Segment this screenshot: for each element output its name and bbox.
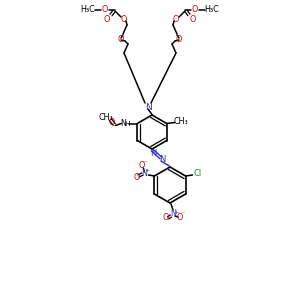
- Text: O: O: [173, 14, 179, 23]
- Text: CH₃: CH₃: [99, 113, 114, 122]
- Text: O: O: [138, 161, 145, 170]
- Text: O: O: [102, 5, 108, 14]
- Text: O: O: [121, 14, 127, 23]
- Text: N: N: [159, 155, 165, 164]
- Text: H₃C: H₃C: [81, 5, 95, 14]
- Text: H₃C: H₃C: [205, 5, 219, 14]
- Text: O: O: [108, 118, 115, 127]
- Text: N: N: [120, 119, 126, 128]
- Text: N: N: [145, 103, 152, 112]
- Text: O: O: [104, 14, 110, 23]
- Text: H: H: [124, 121, 130, 127]
- Text: ⁻: ⁻: [143, 160, 147, 166]
- Text: N: N: [150, 149, 156, 158]
- Text: O: O: [118, 34, 124, 43]
- Text: +: +: [145, 169, 150, 173]
- Text: O: O: [177, 214, 183, 223]
- Text: O: O: [163, 214, 169, 223]
- Text: N: N: [170, 209, 176, 218]
- Text: N: N: [142, 169, 147, 178]
- Text: O: O: [192, 5, 198, 14]
- Text: O: O: [190, 14, 196, 23]
- Text: +: +: [173, 209, 178, 214]
- Text: O: O: [133, 172, 140, 182]
- Text: ⁻: ⁻: [182, 212, 184, 217]
- Text: CH₃: CH₃: [173, 117, 188, 126]
- Text: O: O: [176, 34, 182, 43]
- Text: Cl: Cl: [194, 169, 202, 178]
